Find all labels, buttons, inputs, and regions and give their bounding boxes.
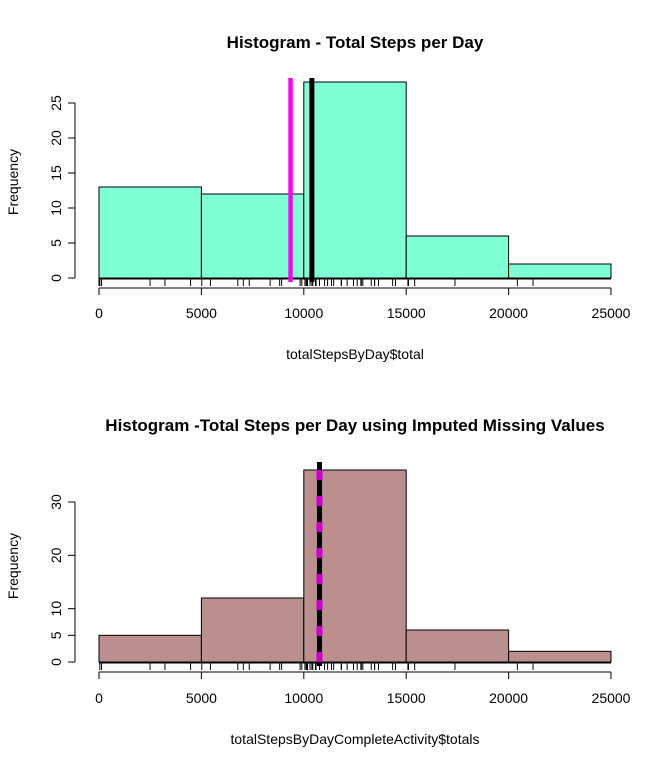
y-axis-label-top: Frequency	[5, 149, 21, 215]
x-axis-label-bottom: totalStepsByDayCompleteActivity$totals	[231, 731, 480, 747]
reference-lines-top	[288, 78, 315, 282]
chart-title-bottom: Histogram -Total Steps per Day using Imp…	[105, 416, 604, 435]
y-tick-label: 10	[48, 200, 64, 216]
histogram-bar-3	[303, 81, 407, 279]
y-tick-label: 5	[48, 631, 64, 639]
x-tick-label: 20000	[489, 305, 528, 321]
y-tick-label: 20	[48, 547, 64, 563]
x-tick-label: 0	[95, 690, 103, 706]
x-tick-label: 0	[95, 305, 103, 321]
y-tick-label: 25	[48, 95, 64, 111]
y-tick-label: 10	[48, 601, 64, 617]
y-axis-label-bottom: Frequency	[5, 533, 21, 599]
axes-top: 0 5 10 15 20 25 0 5000 10000 15000 20000 25000	[48, 95, 631, 321]
histogram-panel-top: Histogram - Total Steps per Day totalSte…	[5, 33, 631, 362]
y-tick-label: 5	[48, 239, 64, 247]
x-tick-label: 25000	[592, 690, 631, 706]
histogram-bar-1	[98, 186, 202, 279]
x-tick-label: 20000	[489, 690, 528, 706]
histogram-bar-5	[508, 263, 612, 279]
x-tick-label: 15000	[387, 305, 426, 321]
histogram-bar-1	[98, 634, 202, 663]
x-tick-label: 25000	[592, 305, 631, 321]
bars-top	[98, 81, 612, 279]
x-tick-label: 10000	[284, 305, 323, 321]
y-tick-label: 30	[48, 494, 64, 510]
x-tick-label: 10000	[284, 690, 323, 706]
axes-bottom: 0 5 10 20 30 0 5000 10000 15000 20000 25000	[48, 494, 631, 706]
y-tick-label: 15	[48, 165, 64, 181]
histogram-bar-4	[405, 235, 510, 279]
bars-bottom	[98, 469, 612, 663]
histogram-panel-bottom: Histogram -Total Steps per Day using Imp…	[5, 416, 631, 747]
x-tick-label: 5000	[186, 305, 217, 321]
x-tick-label: 15000	[387, 690, 426, 706]
x-axis-label-top: totalStepsByDay$total	[286, 346, 424, 362]
histogram-bar-5	[508, 650, 612, 663]
histogram-bar-4	[405, 629, 510, 663]
y-tick-label: 0	[48, 658, 64, 666]
x-tick-label: 5000	[186, 690, 217, 706]
histogram-bar-2	[200, 193, 305, 279]
y-tick-label: 0	[48, 274, 64, 282]
rug-bottom	[99, 662, 611, 670]
histogram-bar-2	[200, 597, 305, 663]
chart-title-top: Histogram - Total Steps per Day	[227, 33, 484, 52]
y-tick-label: 20	[48, 130, 64, 146]
rug-top	[98, 278, 611, 286]
